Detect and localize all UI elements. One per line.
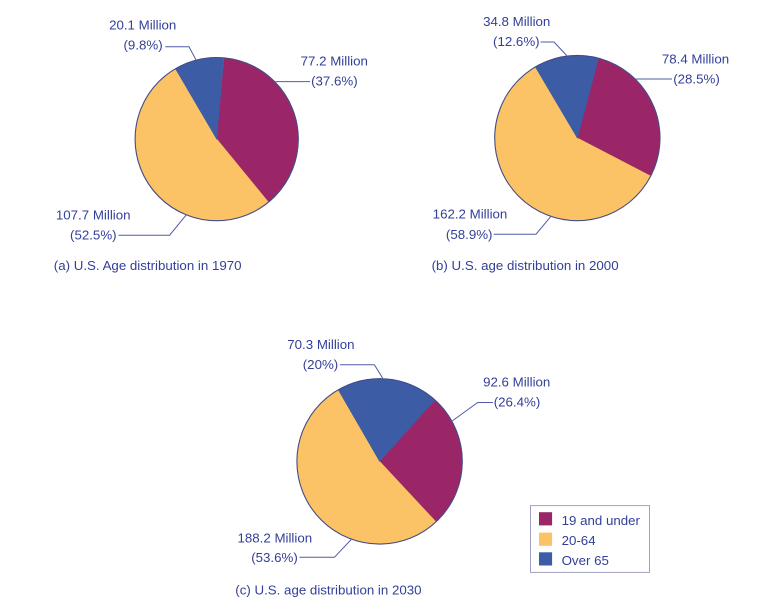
svg-text:20.1 Million: 20.1 Million: [109, 17, 176, 32]
svg-text:(58.9%): (58.9%): [446, 227, 493, 242]
svg-text:34.8 Million: 34.8 Million: [483, 14, 550, 29]
svg-text:Over 65: Over 65: [562, 553, 609, 568]
svg-text:(53.6%): (53.6%): [251, 550, 298, 565]
svg-text:(28.5%): (28.5%): [673, 72, 720, 87]
svg-text:20-64: 20-64: [562, 533, 596, 548]
svg-text:162.2 Million: 162.2 Million: [433, 207, 508, 222]
svg-text:(20%): (20%): [303, 357, 338, 372]
svg-text:78.4 Million: 78.4 Million: [662, 52, 729, 67]
svg-text:77.2 Million: 77.2 Million: [301, 53, 368, 68]
svg-text:(9.8%): (9.8%): [124, 37, 163, 52]
svg-text:188.2 Million: 188.2 Million: [237, 531, 312, 546]
svg-text:(c) U.S. age distribution in 2: (c) U.S. age distribution in 2030: [235, 583, 421, 598]
svg-text:92.6 Million: 92.6 Million: [483, 375, 550, 390]
svg-text:(b) U.S. age distribution in 2: (b) U.S. age distribution in 2000: [432, 258, 619, 273]
svg-text:(52.5%): (52.5%): [70, 227, 117, 242]
svg-text:107.7 Million: 107.7 Million: [56, 207, 131, 222]
svg-text:(a) U.S. Age distribution in 1: (a) U.S. Age distribution in 1970: [54, 258, 242, 273]
svg-text:70.3 Million: 70.3 Million: [287, 337, 354, 352]
svg-text:19 and under: 19 and under: [562, 513, 641, 528]
svg-text:(37.6%): (37.6%): [311, 73, 358, 88]
svg-text:(26.4%): (26.4%): [494, 395, 541, 410]
svg-text:(12.6%): (12.6%): [493, 34, 540, 49]
